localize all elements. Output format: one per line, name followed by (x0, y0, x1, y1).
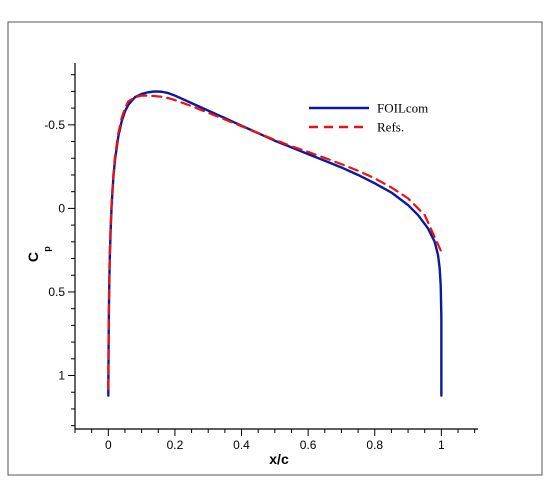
y-tick-label: 1 (58, 369, 65, 383)
x-tick-label: 0.4 (233, 438, 250, 452)
y-axis-title: C p (25, 246, 52, 262)
series-line-foilcom (107, 90, 443, 397)
series-line-refs (107, 94, 443, 390)
x-tick-label: 1 (438, 438, 445, 452)
y-tick-label: -0.5 (44, 118, 65, 132)
x-tick-label: 0.2 (167, 438, 184, 452)
series-layer (107, 90, 443, 397)
y-tick-label: 0 (58, 201, 65, 215)
x-tick-label: 0 (105, 438, 112, 452)
x-tick-label: 0.8 (366, 438, 383, 452)
figure-frame (7, 21, 543, 476)
legend-label-foilcom: FOILcom (377, 101, 428, 116)
y-tick-label: 0.5 (48, 285, 65, 299)
x-tick-label: 0.6 (300, 438, 317, 452)
legend: FOILcom Refs. (309, 101, 428, 135)
axes (74, 63, 478, 430)
y-axis-title-subscript: p (42, 246, 52, 252)
legend-label-refs: Refs. (377, 120, 404, 135)
x-axis-title: x/c (269, 451, 289, 467)
ticks: 0 0.2 0.4 0.6 0.8 1 -0.5 0 0.5 1 (44, 74, 476, 452)
y-axis-title-main: C (25, 252, 41, 262)
